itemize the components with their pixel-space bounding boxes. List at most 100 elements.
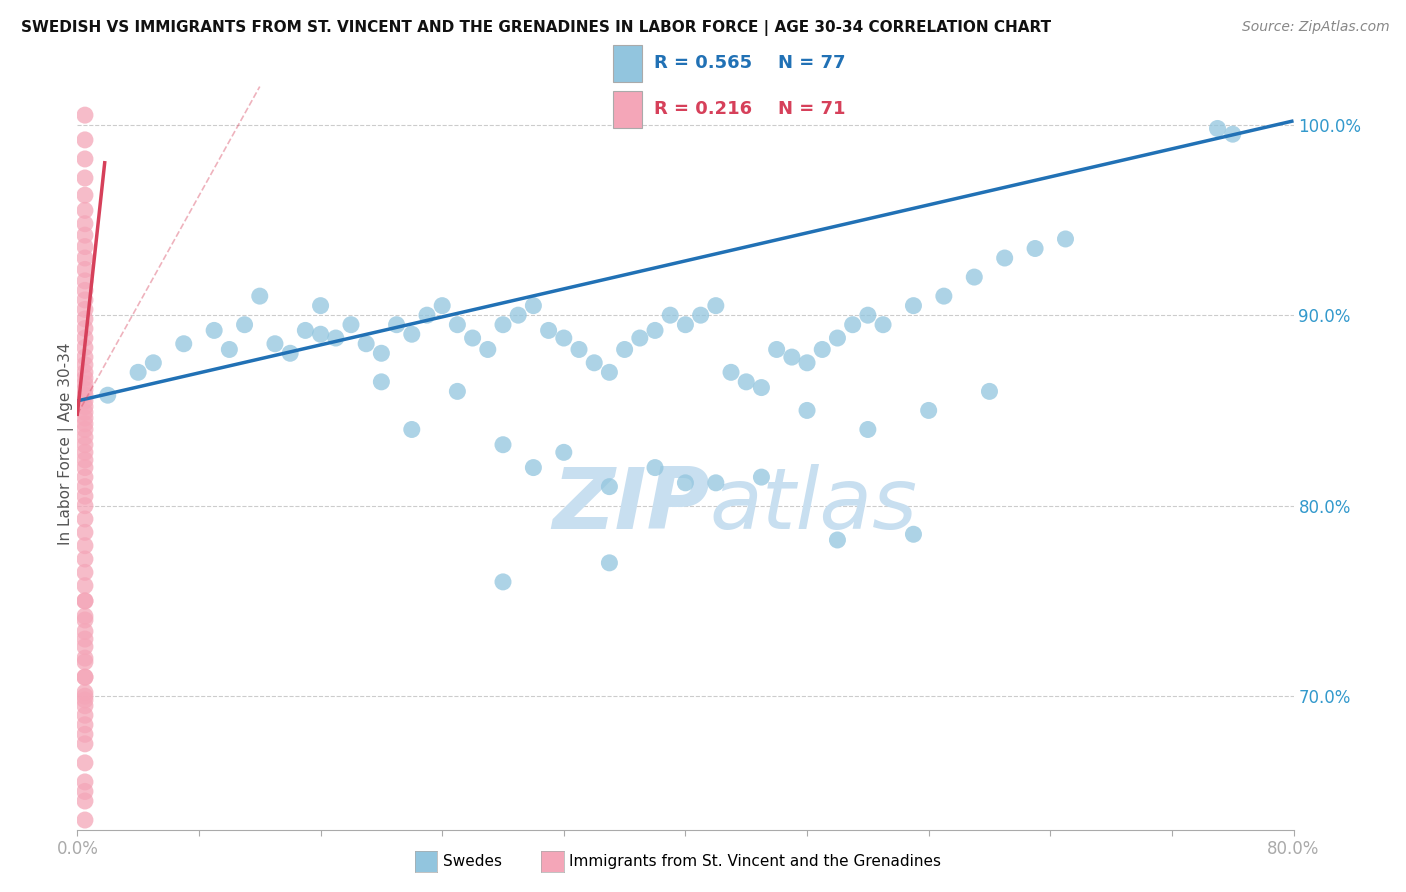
Point (173, 336, 195, 351)
Point (73, 422, 96, 436)
Point (73, 228, 96, 243)
Point (73, 430, 96, 444)
Point (73, 670, 96, 684)
Point (73, 108, 96, 122)
Point (73, 609, 96, 624)
Point (73, 388, 96, 402)
Point (73, 284, 96, 298)
Point (73, 400, 96, 414)
Text: Swedes: Swedes (443, 855, 502, 869)
Point (73, 499, 96, 513)
Point (461, 331, 484, 345)
Point (218, 343, 240, 357)
Point (73, 470, 96, 484)
Point (73, 393, 96, 408)
Point (73, 411, 96, 425)
Point (142, 356, 165, 370)
Point (751, 380, 773, 394)
Point (780, 350, 803, 364)
Point (309, 299, 332, 313)
Point (73, 350, 96, 364)
Point (73, 203, 96, 218)
Point (73, 445, 96, 459)
Text: atlas: atlas (710, 464, 918, 547)
Point (73, 784, 96, 798)
Point (73, 640, 96, 654)
Point (278, 346, 301, 360)
Point (598, 365, 620, 379)
Point (735, 375, 758, 389)
Point (127, 365, 149, 379)
Point (73, 417, 96, 431)
Point (73, 262, 96, 277)
Point (704, 475, 727, 490)
Point (73, 693, 96, 707)
Point (765, 343, 787, 357)
Point (401, 327, 423, 342)
Point (73, 371, 96, 385)
Point (598, 480, 620, 494)
Point (73, 708, 96, 723)
Point (73, 613, 96, 627)
Point (430, 299, 453, 313)
Point (73, 133, 96, 147)
Point (249, 289, 271, 303)
Point (325, 331, 347, 345)
Point (73, 756, 96, 770)
Point (477, 343, 499, 357)
Point (73, 685, 96, 699)
Point (613, 343, 636, 357)
Point (598, 556, 620, 570)
Point (401, 422, 423, 436)
Point (294, 323, 316, 337)
Point (385, 318, 408, 332)
Text: N = 77: N = 77 (778, 54, 845, 72)
Point (340, 318, 363, 332)
Point (644, 323, 666, 337)
Point (1054, 232, 1077, 246)
Point (73, 365, 96, 379)
Point (73, 251, 96, 265)
Point (872, 318, 894, 332)
Point (354, 336, 377, 351)
Point (827, 331, 849, 345)
Point (583, 356, 606, 370)
Text: N = 71: N = 71 (778, 100, 845, 118)
Point (446, 384, 468, 399)
Point (73, 539, 96, 553)
Point (553, 331, 575, 345)
Point (73, 794, 96, 808)
Point (492, 318, 515, 332)
Point (720, 365, 742, 379)
Point (751, 470, 773, 484)
Point (73, 274, 96, 288)
Point (73, 727, 96, 741)
Point (659, 308, 682, 322)
Point (522, 460, 544, 475)
Point (416, 308, 439, 322)
Point (856, 422, 879, 436)
Text: R = 0.216: R = 0.216 (654, 100, 752, 118)
Point (73, 460, 96, 475)
Y-axis label: In Labor Force | Age 30-34: In Labor Force | Age 30-34 (58, 343, 75, 545)
Point (73, 579, 96, 593)
Text: R = 0.565: R = 0.565 (654, 54, 752, 72)
Point (73, 525, 96, 540)
Point (370, 346, 392, 360)
Point (994, 251, 1017, 265)
Point (73, 376, 96, 391)
Point (73, 594, 96, 608)
Point (628, 331, 651, 345)
FancyBboxPatch shape (613, 45, 643, 82)
Point (644, 460, 666, 475)
Point (73, 594, 96, 608)
Text: SWEDISH VS IMMIGRANTS FROM ST. VINCENT AND THE GRENADINES IN LABOR FORCE | AGE 3: SWEDISH VS IMMIGRANTS FROM ST. VINCENT A… (21, 20, 1052, 36)
Point (309, 327, 332, 342)
Text: ZIP: ZIP (553, 464, 710, 547)
Point (568, 343, 591, 357)
Point (841, 318, 863, 332)
Point (73, 718, 96, 732)
Point (73, 321, 96, 335)
Point (903, 527, 925, 541)
Point (73, 689, 96, 703)
